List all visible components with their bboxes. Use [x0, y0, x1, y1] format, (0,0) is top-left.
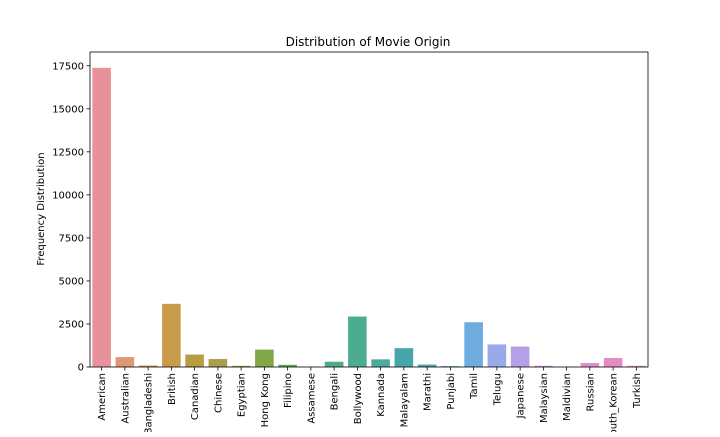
x-tick-label: Japanese: [516, 373, 527, 419]
y-tick-label: 15000: [52, 104, 84, 115]
x-tick-label: Telugu: [492, 373, 503, 406]
x-tick-label: Australian: [120, 373, 131, 424]
x-tick-label: Maldivian: [562, 373, 573, 421]
x-tick-label: Marathi: [423, 373, 434, 411]
bar-tamil: [464, 322, 483, 367]
x-tick-label: Kannada: [376, 373, 387, 417]
y-tick-label: 12500: [52, 147, 84, 158]
x-tick-label: British: [167, 373, 178, 405]
y-axis-label: Frequency Distribution: [36, 152, 47, 265]
x-tick-label: Tamil: [469, 373, 480, 400]
y-tick-label: 0: [78, 363, 84, 374]
y-tick-label: 5000: [59, 276, 84, 287]
y-axis: 0 2500 5000 7500 10000 12500 15000 17500: [52, 61, 90, 373]
chart-title: Distribution of Movie Origin: [286, 35, 451, 49]
bar-bollywood: [348, 317, 367, 367]
bars-group: [92, 68, 645, 367]
bar-russian: [581, 363, 600, 367]
y-tick-label: 10000: [52, 190, 84, 201]
x-axis: American Australian Bangladeshi British Cana…: [97, 367, 643, 432]
bar-hong-kong: [255, 350, 274, 367]
y-tick-label: 7500: [59, 233, 84, 244]
x-tick-label: Punjabi: [446, 373, 457, 410]
bar-kannada: [371, 359, 390, 367]
x-tick-label: Hong Kong: [260, 373, 271, 427]
x-tick-label: Assamese: [306, 373, 317, 424]
x-tick-label: American: [97, 373, 108, 421]
x-tick-label: Egyptian: [237, 373, 248, 417]
x-tick-label: Filipino: [283, 373, 294, 408]
bar-telugu: [488, 344, 507, 367]
x-tick-label: Malayalam: [399, 373, 410, 427]
bar-malayalam: [395, 348, 414, 367]
x-tick-label: Turkish: [632, 373, 643, 409]
bar-australian: [116, 357, 135, 367]
x-tick-label: Russian: [585, 373, 596, 412]
y-tick-label: 2500: [59, 319, 84, 330]
bar-bengali: [325, 362, 344, 367]
bar-american: [92, 68, 111, 367]
x-tick-label: Bengali: [330, 373, 341, 410]
bar-chinese: [209, 359, 228, 367]
bar-canadian: [185, 355, 204, 367]
y-tick-label: 17500: [52, 61, 84, 72]
bar-british: [162, 304, 181, 367]
x-tick-label: Chinese: [213, 373, 224, 413]
x-tick-label: Bangladeshi: [144, 373, 155, 432]
x-tick-label: Canadian: [190, 373, 201, 420]
bar-south-korean: [604, 358, 623, 367]
bar-japanese: [511, 347, 530, 367]
x-tick-label: Malaysian: [539, 373, 550, 423]
x-tick-label: Bollywood: [353, 373, 364, 424]
x-tick-label: South_Korean: [609, 373, 620, 432]
